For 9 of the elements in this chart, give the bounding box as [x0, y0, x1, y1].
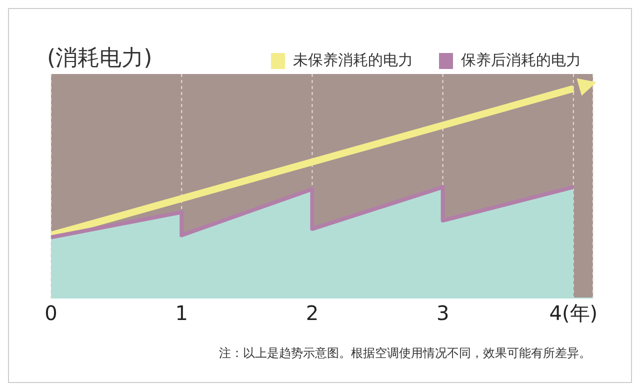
text: 注：以上是趋势示意图。根据空调使用情况不同，效果可能有所差异。	[219, 345, 591, 362]
legend-label: 未保养消耗的电力	[293, 51, 413, 70]
y-axis-title: (消耗电力)	[47, 45, 152, 73]
x-tick-label: 0	[44, 301, 58, 326]
x-tick-label: 4(年)	[549, 301, 598, 326]
x-tick-label: 3	[436, 301, 450, 326]
x-tick-label: 1	[175, 301, 188, 326]
x-tick-label: 2	[306, 301, 319, 326]
legend-label: 保养后消耗的电力	[461, 51, 581, 70]
